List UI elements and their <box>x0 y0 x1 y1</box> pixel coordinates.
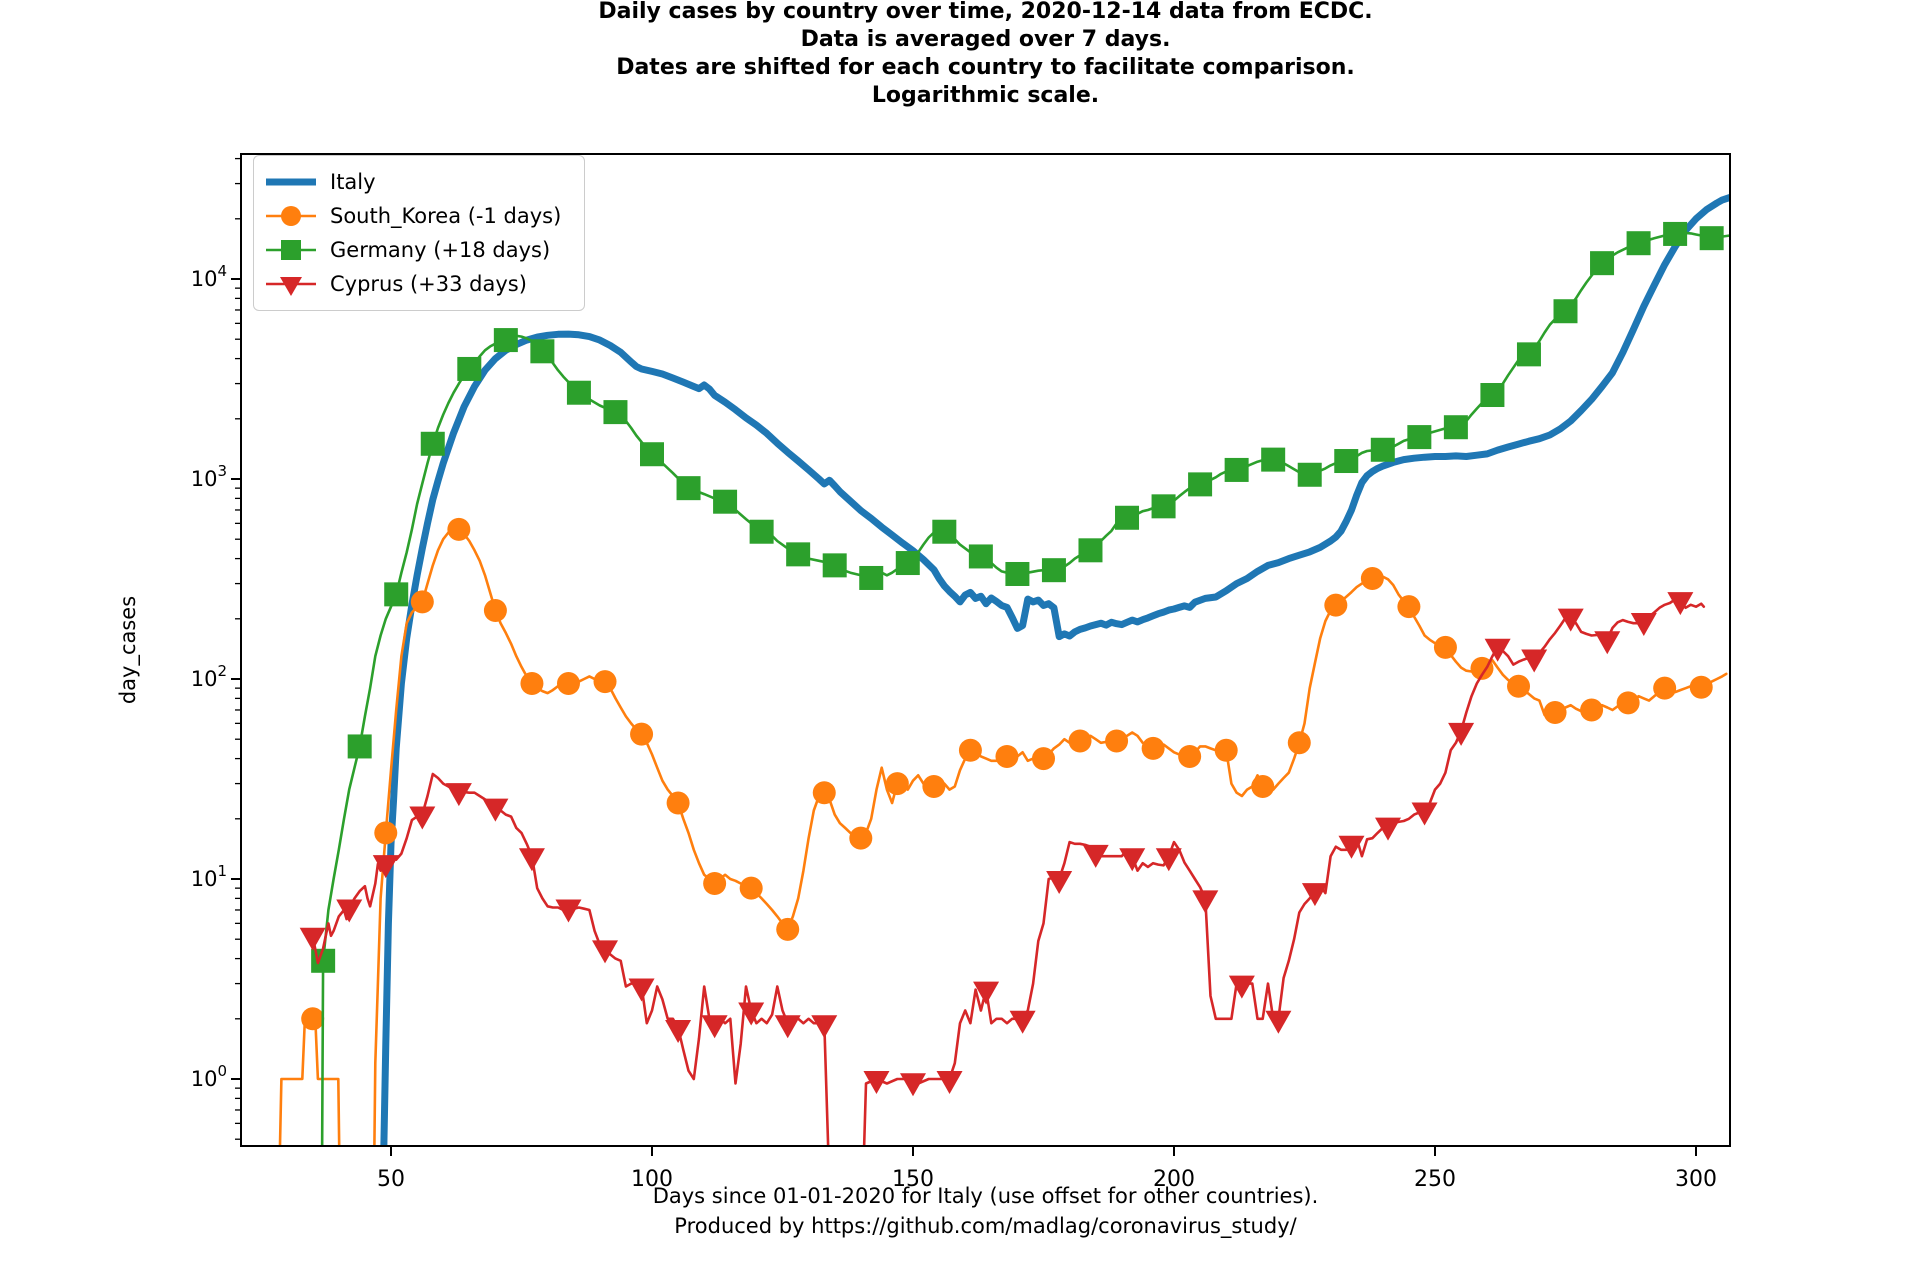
legend-label: Germany (+18 days) <box>330 238 551 262</box>
legend-item-germany: Germany (+18 days) <box>264 233 576 267</box>
title-line-1: Daily cases by country over time, 2020-1… <box>598 0 1373 24</box>
x-tick-label: 250 <box>1414 1167 1456 1192</box>
x-axis-label: Days since 01-01-2020 for Italy (use off… <box>241 1181 1730 1241</box>
legend-square-sample-germany <box>266 240 316 260</box>
axes-frame <box>240 153 1731 1147</box>
legend-item-south-korea: South_Korea (-1 days) <box>264 199 576 233</box>
title-line-3: Dates are shifted for each country to fa… <box>616 55 1355 80</box>
legend-item-cyprus: Cyprus (+33 days) <box>264 267 576 301</box>
y-tick-label: 104 <box>191 262 227 291</box>
legend-circle-sample-south-korea <box>266 206 316 226</box>
legend-label: South_Korea (-1 days) <box>330 204 562 228</box>
x-tick-label: 300 <box>1675 1167 1717 1192</box>
x-tick-label: 150 <box>892 1167 934 1192</box>
legend-triangle-sample-cyprus <box>266 277 316 296</box>
title-line-4: Logarithmic scale. <box>871 83 1100 108</box>
x-tick-label: 50 <box>377 1167 405 1192</box>
series-south_korea <box>278 517 1728 1146</box>
ticks <box>231 157 1697 1156</box>
legend: Italy South_Korea (-1 days) Germany (+18… <box>253 155 585 311</box>
series-line-south_korea <box>373 523 1728 1146</box>
series-germany <box>311 221 1730 1146</box>
xlabel-line-1: Days since 01-01-2020 for Italy (use off… <box>652 1184 1319 1208</box>
chart-title: Daily cases by country over time, 2020-1… <box>241 0 1730 110</box>
x-tick-label: 100 <box>631 1167 673 1192</box>
series-line-cyprus <box>862 598 1706 1146</box>
legend-item-italy: Italy <box>264 165 576 199</box>
y-tick-label: 103 <box>191 462 227 491</box>
y-axis-label: day_cases <box>116 595 140 705</box>
legend-label: Cyprus (+33 days) <box>330 272 527 296</box>
series-group <box>278 193 1730 1146</box>
xlabel-line-2: Produced by https://github.com/madlag/co… <box>674 1214 1297 1238</box>
x-tick-label: 200 <box>1153 1167 1195 1192</box>
series-cyprus <box>299 592 1706 1146</box>
y-tick-label: 100 <box>191 1062 227 1091</box>
legend-line-sample-italy <box>266 178 316 186</box>
series-line-italy <box>380 193 1730 1146</box>
tick-labels: 100 101 102 103 104 50 100 150 200 250 300 <box>191 262 1717 1192</box>
series-line-south_korea <box>278 1017 341 1146</box>
y-tick-label: 102 <box>191 662 227 691</box>
series-italy <box>380 193 1730 1146</box>
legend-label: Italy <box>330 170 376 194</box>
title-line-2: Data is averaged over 7 days. <box>800 27 1171 52</box>
y-tick-label: 101 <box>191 862 227 891</box>
